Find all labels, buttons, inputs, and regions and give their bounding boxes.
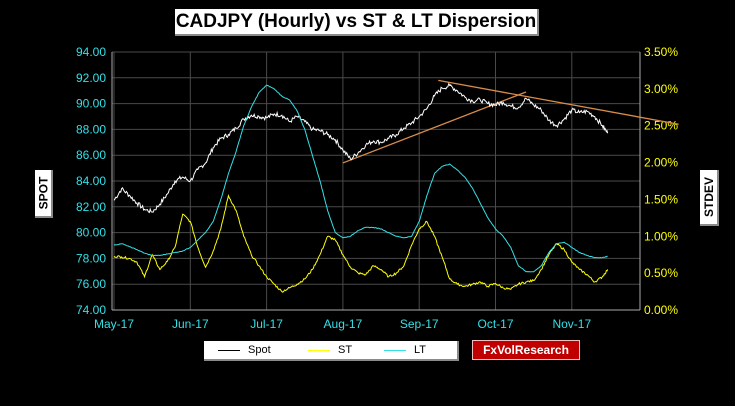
y-tick-label-left: 90.00: [76, 97, 106, 111]
series-lines: [113, 82, 609, 293]
chart-legend: Spot ST LT: [204, 341, 459, 361]
legend-item-lt: LT: [384, 341, 426, 359]
series-line-spot: [113, 82, 609, 214]
x-tick-label: Aug-17: [324, 317, 363, 331]
series-line-st: [113, 194, 609, 293]
y-tick-label-left: 92.00: [76, 71, 106, 85]
y-tick-label-right: 0.00%: [644, 303, 678, 317]
y-tick-label-left: 74.00: [76, 303, 106, 317]
y-tick-label-left: 80.00: [76, 226, 106, 240]
y-tick-label-left: 78.00: [76, 251, 106, 265]
gridlines: [111, 51, 641, 311]
y-tick-label-right: 3.50%: [644, 45, 678, 59]
legend-label-st: ST: [338, 344, 353, 356]
series-line-lt: [113, 84, 608, 273]
axis-ticks: 74.00 76.00 78.00 80.00 82.00 84.00 86.00 88.00…: [76, 45, 678, 331]
y-tick-label-left: 86.00: [76, 148, 106, 162]
legend-swatch-st: [308, 349, 330, 351]
x-tick-label: Nov-17: [552, 317, 591, 331]
y-axis-title-left: SPOT: [35, 170, 53, 218]
x-tick-label: Oct-17: [477, 317, 513, 331]
chart-title: CADJPY (Hourly) vs ST & LT Dispersion: [175, 9, 539, 36]
y-tick-label-right: 3.00%: [644, 82, 678, 96]
legend-label-spot: Spot: [248, 344, 271, 356]
legend-item-spot: Spot: [218, 341, 271, 359]
legend-swatch-lt: [384, 349, 406, 351]
trendline: [438, 79, 679, 125]
x-tick-label: Jul-17: [250, 317, 283, 331]
y-axis-title-right: STDEV: [700, 170, 719, 226]
y-tick-label-left: 94.00: [76, 45, 106, 59]
legend-item-st: ST: [308, 341, 352, 359]
legend-swatch-spot: [218, 349, 240, 351]
x-tick-label: Sep-17: [400, 317, 439, 331]
y-tick-label-right: 1.50%: [644, 192, 678, 206]
trendlines: [342, 79, 679, 164]
y-tick-label-right: 2.00%: [644, 156, 678, 170]
y-axis-title-left-text: SPOT: [36, 176, 51, 210]
y-tick-label-left: 76.00: [76, 277, 106, 291]
x-tick-label: Jun-17: [172, 317, 209, 331]
y-tick-label-left: 84.00: [76, 174, 106, 188]
y-tick-label-left: 82.00: [76, 200, 106, 214]
trendline: [342, 91, 527, 164]
y-axis-title-right-text: STDEV: [701, 176, 716, 218]
legend-label-lt: LT: [414, 344, 427, 356]
y-tick-label-right: 0.50%: [644, 266, 678, 280]
fxvolresearch-logo: FxVolResearch: [472, 340, 580, 360]
x-tick-label: May-17: [94, 317, 134, 331]
y-tick-label-left: 88.00: [76, 122, 106, 136]
y-tick-label-right: 1.00%: [644, 229, 678, 243]
